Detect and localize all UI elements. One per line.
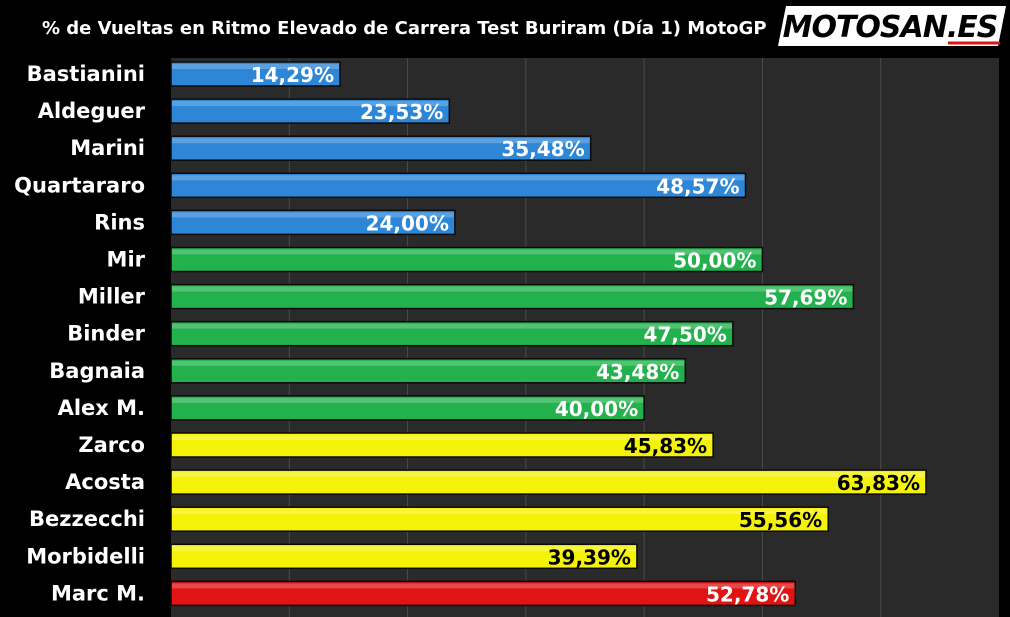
bar-highlight xyxy=(172,583,795,589)
value-label: 45,83% xyxy=(624,434,707,458)
bars-layer xyxy=(170,61,927,607)
bar xyxy=(170,506,829,532)
value-label: 50,00% xyxy=(673,249,756,273)
value-label: 23,53% xyxy=(360,100,443,124)
category-label: Mir xyxy=(107,248,146,272)
bar-highlight xyxy=(172,101,449,107)
bar-highlight xyxy=(172,212,454,218)
category-label: Acosta xyxy=(65,470,145,494)
bar-highlight xyxy=(172,360,685,366)
bar xyxy=(170,358,687,384)
category-label: Zarco xyxy=(78,433,145,457)
labels-layer: Bastianini 14,29% Aldeguer 23,53% Marini 35,4… xyxy=(14,62,920,606)
bar-highlight xyxy=(172,435,713,440)
logo-text: MOTOSAN.ES xyxy=(783,10,998,45)
bar xyxy=(170,61,341,87)
value-label: 39,39% xyxy=(548,545,631,569)
chart-title: % de Vueltas en Ritmo Elevado de Carrera… xyxy=(42,18,767,39)
bar xyxy=(170,98,451,124)
bar-highlight xyxy=(172,509,828,515)
value-label: 47,50% xyxy=(644,323,727,347)
bar xyxy=(170,543,638,570)
bar xyxy=(170,209,456,236)
value-label: 55,56% xyxy=(739,508,822,532)
bar-highlight xyxy=(172,397,644,403)
bar-highlight xyxy=(172,249,762,255)
bar-highlight xyxy=(172,472,926,478)
bar xyxy=(170,432,714,458)
bar xyxy=(170,320,734,347)
bar xyxy=(170,246,764,273)
bar-highlight xyxy=(172,546,636,552)
value-label: 48,57% xyxy=(656,174,739,198)
bar-highlight xyxy=(172,323,732,329)
category-label: Bezzecchi xyxy=(29,507,145,531)
bar-highlight xyxy=(172,138,590,144)
category-label: Alex M. xyxy=(58,396,145,420)
value-label: 43,48% xyxy=(596,360,679,384)
value-label: 63,83% xyxy=(837,471,920,495)
bar xyxy=(170,580,797,607)
bar-highlight xyxy=(172,64,340,69)
value-label: 40,00% xyxy=(555,397,638,421)
bar xyxy=(170,469,927,495)
category-label: Bagnaia xyxy=(49,359,145,383)
value-label: 52,78% xyxy=(706,582,789,606)
motosan-logo: MOTOSAN.ES xyxy=(778,6,1006,46)
category-label: Miller xyxy=(78,285,146,309)
bar xyxy=(170,172,747,199)
category-label: Quartararo xyxy=(14,173,145,197)
category-label: Binder xyxy=(67,322,145,346)
category-label: Bastianini xyxy=(27,62,145,86)
logo-background xyxy=(778,6,1006,46)
value-label: 35,48% xyxy=(501,137,584,161)
value-label: 57,69% xyxy=(764,286,847,310)
bar-highlight xyxy=(172,286,853,292)
value-label: 24,00% xyxy=(366,211,449,235)
bar xyxy=(170,135,592,161)
bar xyxy=(170,395,645,421)
value-label: 14,29% xyxy=(251,63,334,87)
category-label: Marc M. xyxy=(51,581,145,605)
bar xyxy=(170,283,855,310)
category-label: Morbidelli xyxy=(26,544,145,568)
category-label: Aldeguer xyxy=(38,99,146,123)
bar-highlight xyxy=(172,175,745,181)
category-label: Marini xyxy=(70,136,145,160)
category-label: Rins xyxy=(94,210,145,234)
